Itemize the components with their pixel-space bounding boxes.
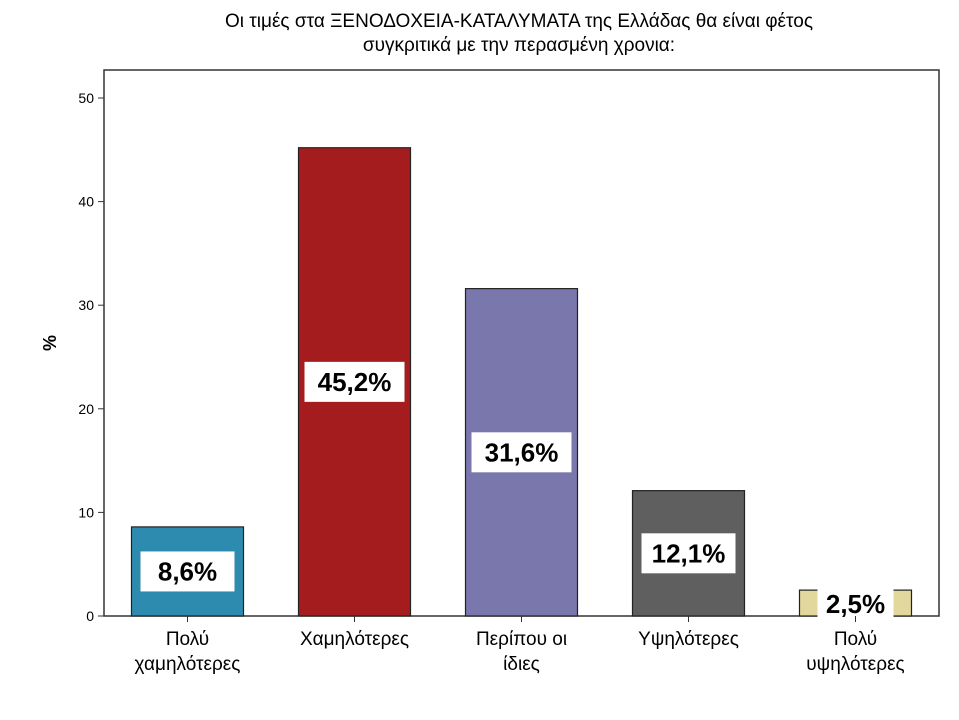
data-label: 45,2%: [318, 367, 392, 397]
y-tick-label: 40: [78, 194, 94, 210]
x-tick-label: Χαμηλότερες: [300, 629, 409, 650]
x-tick-label: ίδιες: [503, 654, 540, 675]
y-tick-label: 50: [78, 90, 94, 106]
y-tick-label: 20: [78, 401, 94, 417]
data-label-box: [140, 551, 235, 592]
x-axis: Πολύ χαμηλότερες Χαμηλότερες Περίπου οι ίδιε…: [135, 616, 905, 675]
y-axis: 0 10 20 30 40 50: [78, 90, 104, 624]
data-label: 12,1%: [652, 538, 726, 568]
y-tick-label: 30: [78, 297, 94, 313]
x-tick-label: υψηλότερες: [806, 654, 904, 675]
y-tick-label: 0: [86, 608, 94, 624]
x-tick-label: χαμηλότερες: [135, 654, 241, 675]
x-tick-label: Πολύ: [166, 629, 209, 650]
chart-title-line-2: συγκριτικά με την περασμένη χρονια:: [363, 35, 675, 56]
data-label: 2,5%: [826, 589, 885, 619]
x-tick-label: Περίπου οι: [476, 629, 567, 650]
data-label: 31,6%: [485, 437, 559, 467]
x-tick-label: Υψηλότερες: [638, 629, 739, 650]
data-label: 8,6%: [158, 556, 217, 586]
data-label-box: [641, 533, 736, 574]
data-label-box: [304, 361, 405, 402]
chart-title-line-1: Οι τιμές στα ΞΕΝΟΔΟΧΕΙΑ-ΚΑΤΑΛΥΜΑΤΑ της Ε…: [225, 11, 813, 32]
y-axis-label: %: [40, 335, 60, 351]
data-label-box: [471, 432, 572, 473]
bars: 8,6% 45,2% 31,6% 12,1% 2,5%: [130, 147, 913, 624]
y-tick-label: 10: [78, 504, 94, 520]
x-tick-label: Πολύ: [834, 629, 877, 650]
